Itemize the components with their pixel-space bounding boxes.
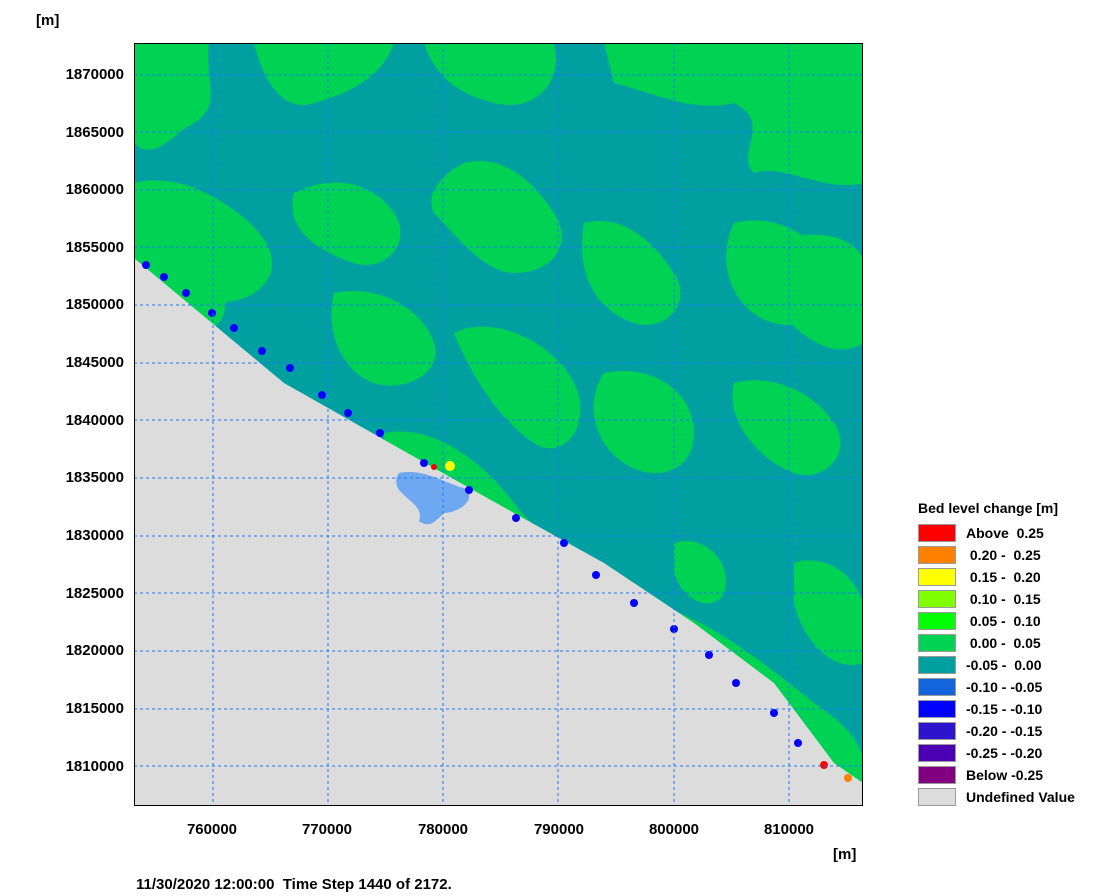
status-footer: 11/30/2020 12:00:00 Time Step 1440 of 21… xyxy=(136,876,452,893)
y-tick-1870000: 1870000 xyxy=(65,66,124,83)
y-tick-1865000: 1865000 xyxy=(65,124,124,141)
y-tick-1850000: 1850000 xyxy=(65,296,124,313)
legend-label: -0.05 - 0.00 xyxy=(966,657,1042,673)
legend-swatch xyxy=(918,634,956,652)
legend-row: 0.00 - 0.05 xyxy=(918,632,1103,654)
legend: Bed level change [m] Above 0.25 0.20 - 0… xyxy=(918,500,1103,808)
legend-row: 0.10 - 0.15 xyxy=(918,588,1103,610)
y-tick-1830000: 1830000 xyxy=(65,527,124,544)
legend-row: 0.05 - 0.10 xyxy=(918,610,1103,632)
shoreline-erosion-band xyxy=(142,261,802,747)
legend-swatch xyxy=(918,656,956,674)
legend-label: 0.00 - 0.05 xyxy=(966,635,1041,651)
y-tick-1815000: 1815000 xyxy=(65,700,124,717)
legend-title: Bed level change [m] xyxy=(918,500,1059,516)
y-tick-1855000: 1855000 xyxy=(65,239,124,256)
legend-label: Above 0.25 xyxy=(966,525,1044,541)
legend-label: 0.20 - 0.25 xyxy=(966,547,1041,563)
legend-swatch xyxy=(918,788,956,806)
y-tick-1820000: 1820000 xyxy=(65,642,124,659)
legend-label: 0.15 - 0.20 xyxy=(966,569,1041,585)
legend-label: 0.05 - 0.10 xyxy=(966,613,1041,629)
legend-row: Below -0.25 xyxy=(918,764,1103,786)
bed-level-change-map xyxy=(134,43,863,806)
legend-label: Below -0.25 xyxy=(966,767,1044,783)
x-tick-780000: 780000 xyxy=(417,821,469,838)
legend-row: -0.05 - 0.00 xyxy=(918,654,1103,676)
y-tick-1825000: 1825000 xyxy=(65,585,124,602)
legend-swatch xyxy=(918,612,956,630)
legend-label: -0.15 - -0.10 xyxy=(966,701,1043,717)
legend-swatch xyxy=(918,568,956,586)
lagoon xyxy=(396,471,470,525)
x-tick-770000: 770000 xyxy=(301,821,353,838)
legend-row: -0.10 - -0.05 xyxy=(918,676,1103,698)
legend-swatch xyxy=(918,524,956,542)
land-area xyxy=(134,258,863,806)
legend-row: Undefined Value xyxy=(918,786,1103,808)
y-axis-unit: [m] xyxy=(36,12,60,29)
legend-label: -0.25 - -0.20 xyxy=(966,745,1043,761)
legend-swatch xyxy=(918,700,956,718)
legend-row: -0.20 - -0.15 xyxy=(918,720,1103,742)
legend-swatch xyxy=(918,590,956,608)
x-axis-unit: [m] xyxy=(833,846,857,863)
legend-row: -0.15 - -0.10 xyxy=(918,698,1103,720)
y-tick-1860000: 1860000 xyxy=(65,181,124,198)
x-tick-790000: 790000 xyxy=(533,821,585,838)
legend-swatch xyxy=(918,722,956,740)
x-tick-810000: 810000 xyxy=(763,821,815,838)
legend-row: 0.15 - 0.20 xyxy=(918,566,1103,588)
grid-lines xyxy=(134,43,863,806)
x-tick-760000: 760000 xyxy=(186,821,238,838)
plot-frame xyxy=(134,43,863,806)
legend-label: -0.20 - -0.15 xyxy=(966,723,1043,739)
map-plot-area[interactable] xyxy=(134,43,863,806)
y-tick-1840000: 1840000 xyxy=(65,412,124,429)
legend-row: Above 0.25 xyxy=(918,522,1103,544)
y-tick-1835000: 1835000 xyxy=(65,469,124,486)
legend-swatch xyxy=(918,766,956,784)
legend-swatch xyxy=(918,678,956,696)
legend-label: 0.10 - 0.15 xyxy=(966,591,1041,607)
legend-row: -0.25 - -0.20 xyxy=(918,742,1103,764)
legend-swatch xyxy=(918,744,956,762)
y-tick-1845000: 1845000 xyxy=(65,354,124,371)
shoreline-accretion-band xyxy=(431,461,852,782)
x-tick-800000: 800000 xyxy=(648,821,700,838)
legend-swatch xyxy=(918,546,956,564)
legend-label: Undefined Value xyxy=(966,789,1075,805)
y-tick-1810000: 1810000 xyxy=(65,758,124,775)
legend-row: 0.20 - 0.25 xyxy=(918,544,1103,566)
legend-label: -0.10 - -0.05 xyxy=(966,679,1043,695)
